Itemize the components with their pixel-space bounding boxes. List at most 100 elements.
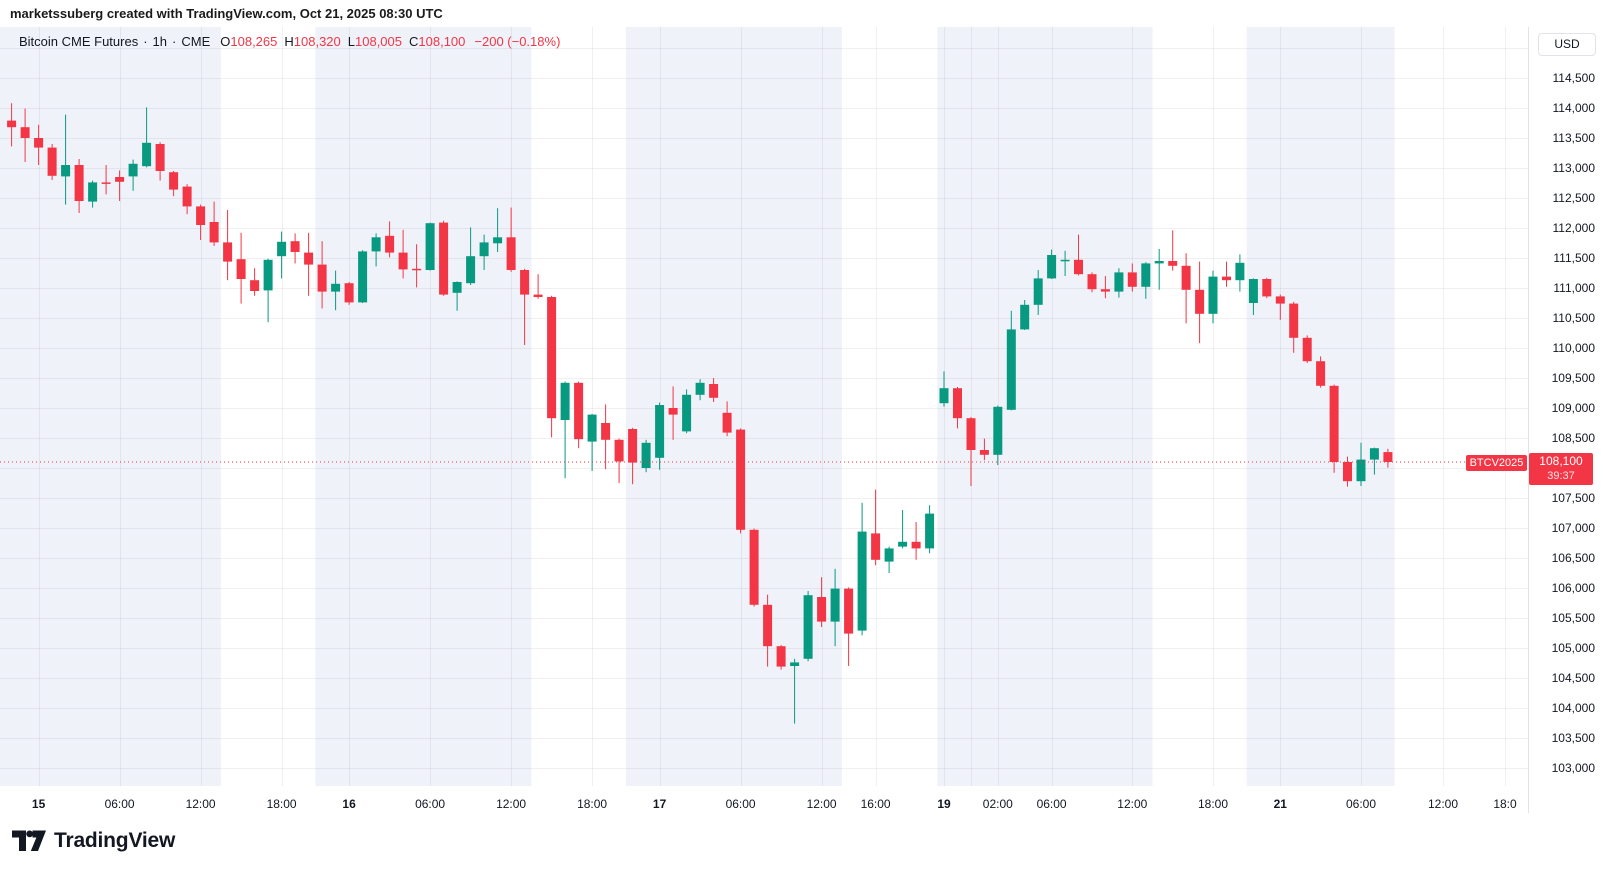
price-scale-label: 103,500 — [1551, 731, 1595, 745]
legend-separator: · — [143, 34, 148, 49]
time-scale-label: 18:0 — [1493, 797, 1517, 811]
candle-body — [479, 242, 489, 257]
legend[interactable]: Bitcoin CME Futures · 1h · CME O108,265 H… — [19, 34, 560, 49]
candle-body — [817, 597, 827, 622]
candle-body — [871, 533, 881, 560]
candle-body — [587, 414, 597, 442]
price-scale-label: 109,000 — [1551, 401, 1595, 415]
candle-body — [155, 144, 165, 171]
session-band — [1246, 27, 1395, 786]
time-scale-label: 12:00 — [1428, 797, 1458, 811]
time-scale-label: 02:00 — [983, 797, 1013, 811]
candle-body — [61, 165, 71, 177]
time-scale-label: 21 — [1274, 797, 1288, 811]
candle-body — [128, 163, 138, 177]
tradingview-wordmark: TradingView — [54, 828, 176, 852]
candle-body — [844, 588, 854, 634]
last-price-value: 108,100 — [1539, 454, 1583, 468]
candle-body — [47, 147, 57, 176]
legend-interval[interactable]: 1h — [152, 34, 168, 49]
candle-body — [1195, 289, 1205, 314]
candle-body — [1235, 262, 1245, 281]
time-scale-label: 19 — [937, 797, 951, 811]
candle-body — [1154, 261, 1164, 264]
time-scale-label: 06:00 — [726, 797, 756, 811]
candle-body — [236, 259, 246, 279]
candle-body — [331, 283, 341, 292]
price-scale-label: 114,500 — [1552, 71, 1596, 85]
candle-body — [385, 235, 395, 253]
candle-body — [803, 595, 813, 659]
candle-body — [1033, 278, 1043, 305]
candle-body — [196, 206, 206, 225]
candle-body — [993, 406, 1003, 455]
chart-canvas[interactable]: 15 06:00 12:00 18:00 16 06:00 12:00 18:00 17 06:0… — [0, 27, 1603, 813]
candle-body — [1302, 337, 1312, 362]
bar-countdown: 39:37 — [1547, 470, 1575, 482]
time-scale-label: 06:00 — [1346, 797, 1376, 811]
candle-body — [1275, 296, 1285, 304]
time-scale-label: 18:00 — [577, 797, 607, 811]
price-scale-label: 105,000 — [1551, 641, 1595, 655]
candle-body — [668, 408, 678, 415]
gridlines — [0, 27, 1528, 786]
candle-body — [1262, 279, 1272, 297]
price-scale[interactable]: 114,500 114,000 113,500 113,000 112,500 112,0… — [1529, 27, 1603, 786]
time-scale-labels: 15 06:00 12:00 18:00 16 06:00 12:00 18:00 17 06:0… — [32, 797, 1517, 811]
symbol-price-tag: BTCV2025 — [1466, 455, 1527, 471]
candle-body — [169, 172, 179, 190]
candle-body — [209, 222, 219, 243]
candle-body — [1047, 255, 1057, 279]
time-scale-label: 15 — [32, 797, 46, 811]
session-band — [0, 27, 221, 786]
candle-body — [506, 237, 516, 270]
candle-body — [520, 270, 530, 295]
legend-exchange[interactable]: CME — [181, 34, 211, 49]
legend-ohlc-values: O108,265 H108,320 L108,005 C108,100 — [220, 34, 472, 49]
candle-body — [1181, 265, 1191, 290]
candle-body — [1074, 259, 1083, 275]
candle-body — [412, 268, 422, 271]
price-scale-label: 106,000 — [1551, 581, 1595, 595]
candle-body — [1316, 361, 1326, 386]
candle-body — [304, 252, 314, 265]
time-scale-label: 06:00 — [105, 797, 135, 811]
candle-body — [263, 259, 273, 291]
candle-body — [317, 264, 327, 292]
candle-body — [749, 529, 759, 605]
candle-body — [142, 142, 152, 167]
candle-body — [1289, 303, 1299, 338]
chart-widget[interactable]: 15 06:00 12:00 18:00 16 06:00 12:00 18:00 17 06:0… — [0, 27, 1603, 814]
footer: TradingView — [0, 813, 1603, 875]
time-scale-label: 16:00 — [861, 797, 891, 811]
candle-body — [1127, 272, 1137, 287]
price-scale-label: 107,500 — [1551, 491, 1595, 505]
candle-body — [1100, 289, 1110, 292]
candle-body — [371, 237, 381, 252]
session-band — [937, 27, 1153, 786]
candle-body — [344, 283, 354, 303]
candle-body — [574, 382, 584, 440]
legend-symbol[interactable]: Bitcoin CME Futures — [19, 34, 139, 49]
price-scale-label: 113,500 — [1552, 131, 1596, 145]
time-scale-label: 12:00 — [186, 797, 216, 811]
candle-body — [966, 418, 976, 450]
time-scale-label: 18:00 — [267, 797, 297, 811]
candle-body — [101, 182, 111, 184]
candle-body — [560, 382, 570, 420]
candle-body — [115, 177, 125, 182]
currency-button[interactable]: USD — [1538, 33, 1596, 56]
candle-body — [1006, 329, 1016, 410]
price-scale-label: 114,000 — [1552, 101, 1596, 115]
tradingview-logo[interactable]: TradingView — [12, 827, 175, 854]
candle-body — [979, 450, 989, 455]
candle-body — [34, 138, 44, 148]
candle-body — [709, 384, 719, 398]
legend-ohlc-pair: O108,265 — [220, 34, 278, 49]
price-scale-label: 112,000 — [1552, 221, 1596, 235]
candle-body — [911, 541, 921, 549]
price-scale-label: 103,000 — [1551, 761, 1595, 775]
price-scale-label: 107,000 — [1551, 521, 1595, 535]
candle-body — [641, 442, 651, 468]
